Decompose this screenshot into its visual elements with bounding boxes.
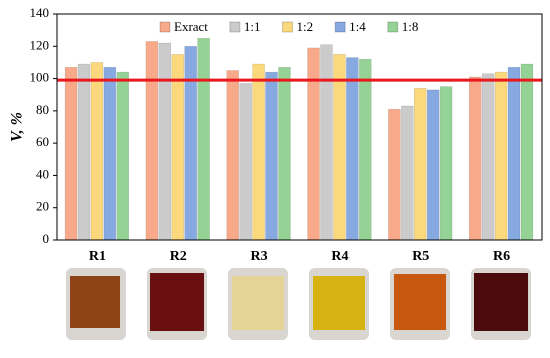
bar — [197, 37, 210, 241]
bar — [226, 70, 239, 241]
legend-label: 1:1 — [244, 19, 261, 34]
legend-swatch — [159, 21, 171, 33]
legend-swatch — [387, 21, 399, 33]
bar — [77, 63, 91, 241]
photo-sample — [150, 273, 204, 331]
bar — [468, 76, 482, 241]
photo-sample — [313, 276, 365, 330]
bar — [171, 54, 185, 241]
bar — [520, 63, 534, 241]
bar — [320, 44, 333, 241]
bar — [265, 71, 278, 241]
photo-sample — [232, 276, 284, 330]
x-tick-label: R5 — [412, 249, 429, 264]
legend-swatch — [229, 21, 241, 33]
y-tick-label: 120 — [30, 37, 50, 52]
bar — [116, 71, 130, 241]
x-tick-label: R1 — [89, 249, 106, 264]
y-tick-label: 80 — [36, 102, 49, 117]
y-axis-label: V, % — [9, 112, 26, 142]
y-tick-label: 40 — [36, 166, 49, 181]
legend-label: Exract — [174, 19, 208, 34]
sample-photos — [66, 268, 531, 340]
bar — [401, 105, 414, 241]
y-tick-label: 20 — [36, 199, 49, 214]
bar — [481, 73, 495, 241]
x-tick-label: R4 — [331, 249, 348, 264]
bar — [439, 86, 453, 241]
bar — [426, 89, 440, 241]
bar — [145, 41, 159, 241]
bar — [359, 58, 372, 241]
bar — [278, 66, 291, 241]
photo-sample — [70, 276, 120, 328]
photo-sample — [474, 273, 528, 331]
bar — [346, 57, 359, 241]
x-tick-label: R6 — [493, 249, 510, 264]
bar — [64, 66, 78, 241]
bar — [252, 63, 265, 241]
bar — [103, 66, 117, 241]
bar — [413, 87, 427, 241]
bar — [90, 62, 104, 241]
y-tick-label: 60 — [36, 134, 49, 149]
bar — [239, 83, 252, 241]
bar — [494, 71, 508, 241]
bar — [184, 45, 197, 241]
legend-label: 1:2 — [297, 19, 314, 34]
bar — [333, 54, 346, 241]
legend-swatch — [334, 21, 346, 33]
y-tick-label: 0 — [43, 231, 50, 246]
plot-frame — [56, 13, 543, 241]
legend-label: 1:8 — [402, 19, 419, 34]
bar — [307, 47, 320, 241]
y-tick-label: 100 — [30, 70, 50, 85]
x-tick-label: R2 — [170, 249, 187, 264]
bar — [388, 108, 401, 241]
x-tick-label: R3 — [251, 249, 268, 264]
legend-label: 1:4 — [349, 19, 366, 34]
legend-swatch — [282, 21, 294, 33]
y-tick-label: 140 — [30, 5, 50, 20]
photo-sample — [394, 274, 446, 330]
bar — [507, 66, 521, 241]
bar — [158, 42, 172, 241]
